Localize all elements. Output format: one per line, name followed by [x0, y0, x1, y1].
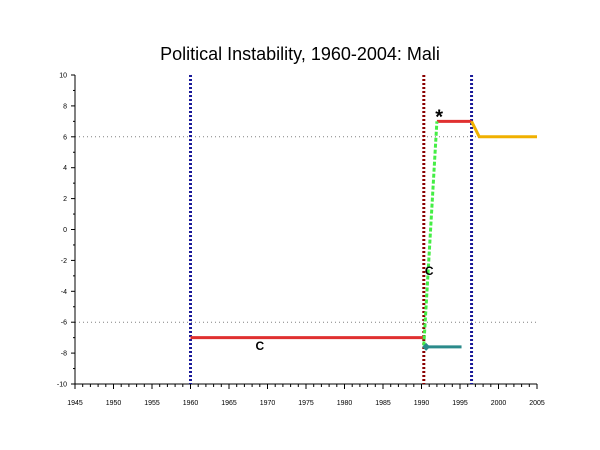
x-tick-label-2: 1955: [144, 400, 160, 407]
annotation-label-1: C: [425, 264, 434, 278]
y-tick-label-8: 6: [63, 134, 67, 141]
annotation-layer: C C *: [255, 107, 443, 354]
x-tick-label-7: 1980: [337, 400, 353, 407]
x-tick-label-6: 1975: [298, 400, 314, 407]
x-tick-label-5: 1970: [260, 400, 276, 407]
y-tick-label-5: 0: [63, 227, 67, 234]
y-tick-label-3: -4: [61, 289, 67, 296]
y-tick-label-1: -8: [61, 351, 67, 358]
axes-layer: -10 -8 -6 -4 -2 0 2 4 6 8 10 1945 1950 1955 1960 1965 19…: [57, 73, 545, 408]
x-tick-label-4: 1965: [221, 400, 237, 407]
series-layer: [189, 75, 537, 384]
x-tick-label-1: 1950: [106, 400, 122, 407]
annotation-label-0: C: [255, 339, 264, 353]
chart-title: Political Instability, 1960-2004: Mali: [160, 44, 440, 64]
x-tick-label-0: 1945: [67, 400, 83, 407]
y-tick-label-0: -10: [57, 382, 67, 389]
y-tick-label-10: 10: [59, 73, 67, 80]
x-tick-label-3: 1960: [183, 400, 199, 407]
series-line-2: [422, 121, 439, 346]
series-line-4: [470, 120, 537, 139]
x-tick-label-12: 2005: [529, 400, 545, 407]
y-tick-label-2: -6: [61, 320, 67, 327]
x-tick-label-10: 1995: [452, 400, 468, 407]
x-tick-label-11: 2000: [491, 400, 507, 407]
x-tick-label-8: 1985: [375, 400, 391, 407]
grid-layer: [75, 136, 537, 323]
y-tick-label-7: 4: [63, 165, 67, 172]
y-tick-label-4: -2: [61, 258, 67, 265]
diamond-marker-0: [422, 342, 431, 351]
x-tick-label-9: 1990: [414, 400, 430, 407]
annotation-label-2: *: [435, 107, 443, 129]
y-tick-label-6: 2: [63, 196, 67, 203]
y-tick-label-9: 8: [63, 103, 67, 110]
